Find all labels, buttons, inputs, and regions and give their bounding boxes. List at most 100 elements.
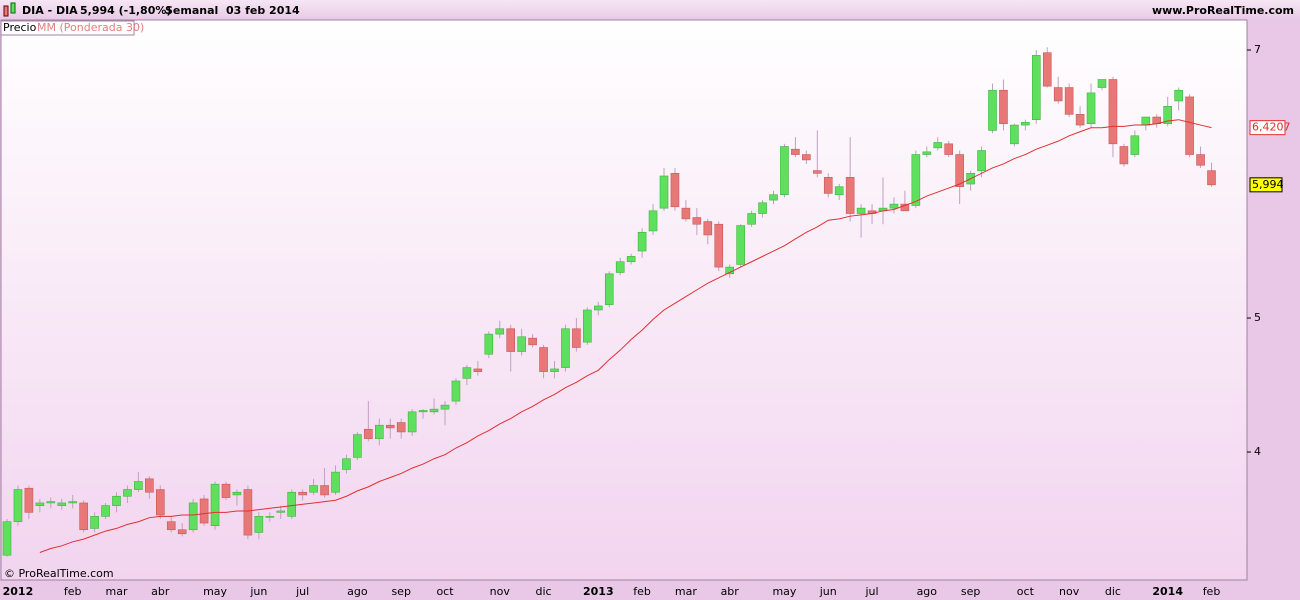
copyright: © ProRealTime.com bbox=[4, 567, 114, 580]
x-tick-label: feb bbox=[64, 585, 82, 598]
candle-body bbox=[199, 498, 209, 524]
candle-body bbox=[440, 404, 450, 410]
y-tick-label: 4 bbox=[1254, 445, 1261, 458]
candle-body bbox=[265, 516, 275, 518]
candle-body bbox=[769, 194, 778, 201]
candle-body bbox=[955, 154, 964, 188]
candle-body bbox=[287, 491, 297, 517]
candle-body bbox=[670, 172, 680, 208]
candle-body bbox=[320, 485, 329, 496]
candle-body bbox=[309, 485, 318, 493]
candle-body bbox=[177, 529, 187, 535]
candle-body bbox=[1207, 170, 1216, 186]
candle-body bbox=[243, 489, 253, 536]
x-tick-label: oct bbox=[1017, 585, 1035, 598]
x-tick-label: dic bbox=[1105, 585, 1121, 598]
candle-body bbox=[1196, 154, 1205, 166]
candle-body bbox=[637, 231, 647, 252]
chart-title: DIA - DIA bbox=[22, 4, 78, 17]
candle-body bbox=[988, 89, 997, 131]
candle-body bbox=[1010, 124, 1019, 145]
candle-body bbox=[484, 333, 494, 355]
x-tick-label: abr bbox=[721, 585, 740, 598]
x-tick-label: nov bbox=[1059, 585, 1080, 598]
candle-body bbox=[626, 256, 636, 263]
candle-body bbox=[24, 487, 34, 513]
x-tick-label: 2012 bbox=[3, 585, 34, 598]
candle-body bbox=[1032, 55, 1041, 120]
candle-body bbox=[156, 489, 165, 516]
x-tick-label: feb bbox=[633, 585, 651, 598]
candle-body bbox=[933, 142, 943, 149]
candle-body bbox=[1141, 116, 1151, 126]
legend-box bbox=[0, 20, 135, 36]
x-tick-label: jun bbox=[819, 585, 837, 598]
candle-body bbox=[451, 380, 461, 402]
candle-body bbox=[550, 368, 559, 372]
plot-area bbox=[0, 19, 1248, 581]
x-tick-label: 2013 bbox=[583, 585, 614, 598]
candle-body bbox=[232, 491, 242, 496]
candle-body bbox=[1097, 79, 1107, 88]
candle-body bbox=[134, 481, 143, 490]
candle-body bbox=[145, 478, 154, 493]
candle-body bbox=[900, 203, 910, 212]
logo-icon bbox=[3, 2, 16, 17]
price-marker-label: 6,4207 bbox=[1252, 121, 1291, 134]
candle-body bbox=[1185, 96, 1194, 155]
x-tick-label: jul bbox=[295, 585, 309, 598]
x-tick-label: feb bbox=[1203, 585, 1221, 598]
candle-body bbox=[101, 505, 110, 517]
x-tick-label: sep bbox=[391, 585, 410, 598]
candle-body bbox=[298, 491, 307, 496]
candle-body bbox=[90, 516, 99, 529]
candle-body bbox=[889, 203, 899, 209]
candle-body bbox=[572, 328, 581, 348]
candle-body bbox=[583, 309, 592, 343]
candle-body bbox=[254, 516, 264, 533]
candle-body bbox=[35, 502, 45, 506]
candle-body bbox=[812, 170, 822, 174]
candle-body bbox=[977, 150, 986, 171]
price-marker bbox=[1249, 177, 1283, 193]
candle-body bbox=[429, 408, 439, 413]
candle-body bbox=[13, 489, 23, 523]
candle-body bbox=[407, 411, 417, 433]
candle-body bbox=[780, 146, 789, 196]
candle-body bbox=[1130, 135, 1140, 155]
candle-body bbox=[1042, 52, 1052, 87]
candle-body bbox=[517, 336, 526, 352]
x-tick-label: jun bbox=[249, 585, 267, 598]
candle-body bbox=[2, 521, 12, 556]
candle-body bbox=[714, 223, 724, 268]
candle-body bbox=[604, 273, 614, 305]
period: Semanal 03 feb 2014 bbox=[165, 4, 300, 17]
candle-body bbox=[1119, 146, 1129, 165]
candle-body bbox=[276, 510, 286, 513]
candle-body bbox=[473, 368, 483, 372]
candle-body bbox=[999, 89, 1008, 125]
x-tick-label: dic bbox=[536, 585, 552, 598]
candle-body bbox=[802, 154, 811, 161]
x-tick-label: may bbox=[203, 585, 227, 598]
candle-body bbox=[1075, 114, 1085, 126]
candle-body bbox=[615, 261, 625, 273]
candle-body bbox=[123, 489, 132, 497]
candle-body bbox=[911, 154, 921, 206]
candle-body bbox=[46, 501, 56, 504]
x-tick-label: sep bbox=[961, 585, 980, 598]
candle-body bbox=[331, 471, 340, 493]
candle-body bbox=[385, 424, 395, 429]
candle-body bbox=[112, 495, 121, 506]
candle-body bbox=[648, 210, 658, 232]
candle-body bbox=[364, 428, 373, 439]
candle-body bbox=[1174, 89, 1183, 102]
candle-body bbox=[539, 347, 548, 372]
candle-body bbox=[856, 207, 866, 214]
moving-average bbox=[39, 119, 1212, 553]
candle-body bbox=[758, 202, 767, 214]
y-tick-label: 7 bbox=[1254, 43, 1261, 56]
candle-body bbox=[188, 502, 198, 531]
price-marker bbox=[1249, 120, 1286, 136]
